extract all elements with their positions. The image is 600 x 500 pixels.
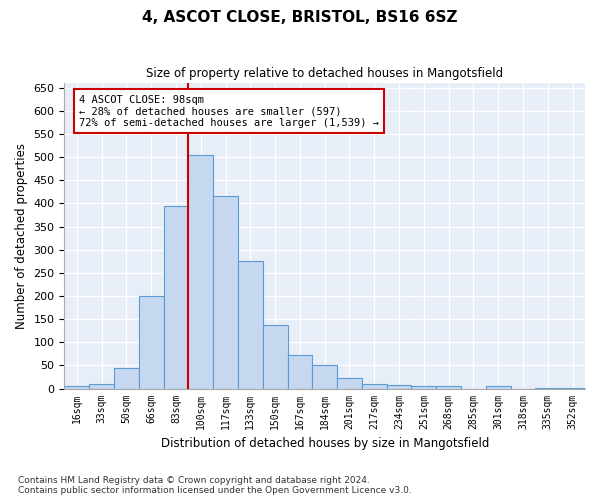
Text: 4, ASCOT CLOSE, BRISTOL, BS16 6SZ: 4, ASCOT CLOSE, BRISTOL, BS16 6SZ [142,10,458,25]
Bar [164,206,188,388]
Bar [114,368,139,388]
Bar [238,262,263,388]
Bar [263,324,287,388]
Title: Size of property relative to detached houses in Mangotsfield: Size of property relative to detached ho… [146,68,503,80]
X-axis label: Distribution of detached houses by size in Mangotsfield: Distribution of detached houses by size … [161,437,489,450]
Bar [287,355,313,388]
Y-axis label: Number of detached properties: Number of detached properties [15,143,28,329]
Bar [89,384,114,388]
Bar [412,386,436,388]
Bar [188,155,213,388]
Text: Contains HM Land Registry data © Crown copyright and database right 2024.
Contai: Contains HM Land Registry data © Crown c… [18,476,412,495]
Bar [139,296,164,388]
Bar [213,196,238,388]
Bar [313,366,337,388]
Bar [436,386,461,388]
Text: 4 ASCOT CLOSE: 98sqm
← 28% of detached houses are smaller (597)
72% of semi-deta: 4 ASCOT CLOSE: 98sqm ← 28% of detached h… [79,94,379,128]
Bar [64,386,89,388]
Bar [337,378,362,388]
Bar [486,386,511,388]
Bar [386,386,412,388]
Bar [362,384,386,388]
